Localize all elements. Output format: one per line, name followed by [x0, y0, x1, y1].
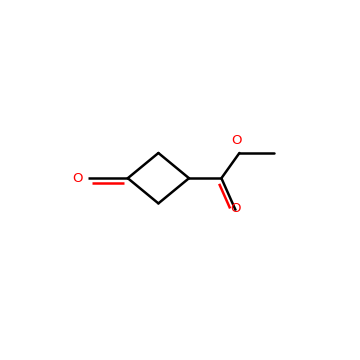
Text: O: O	[230, 202, 241, 215]
Text: O: O	[73, 172, 83, 185]
Text: O: O	[231, 134, 242, 147]
